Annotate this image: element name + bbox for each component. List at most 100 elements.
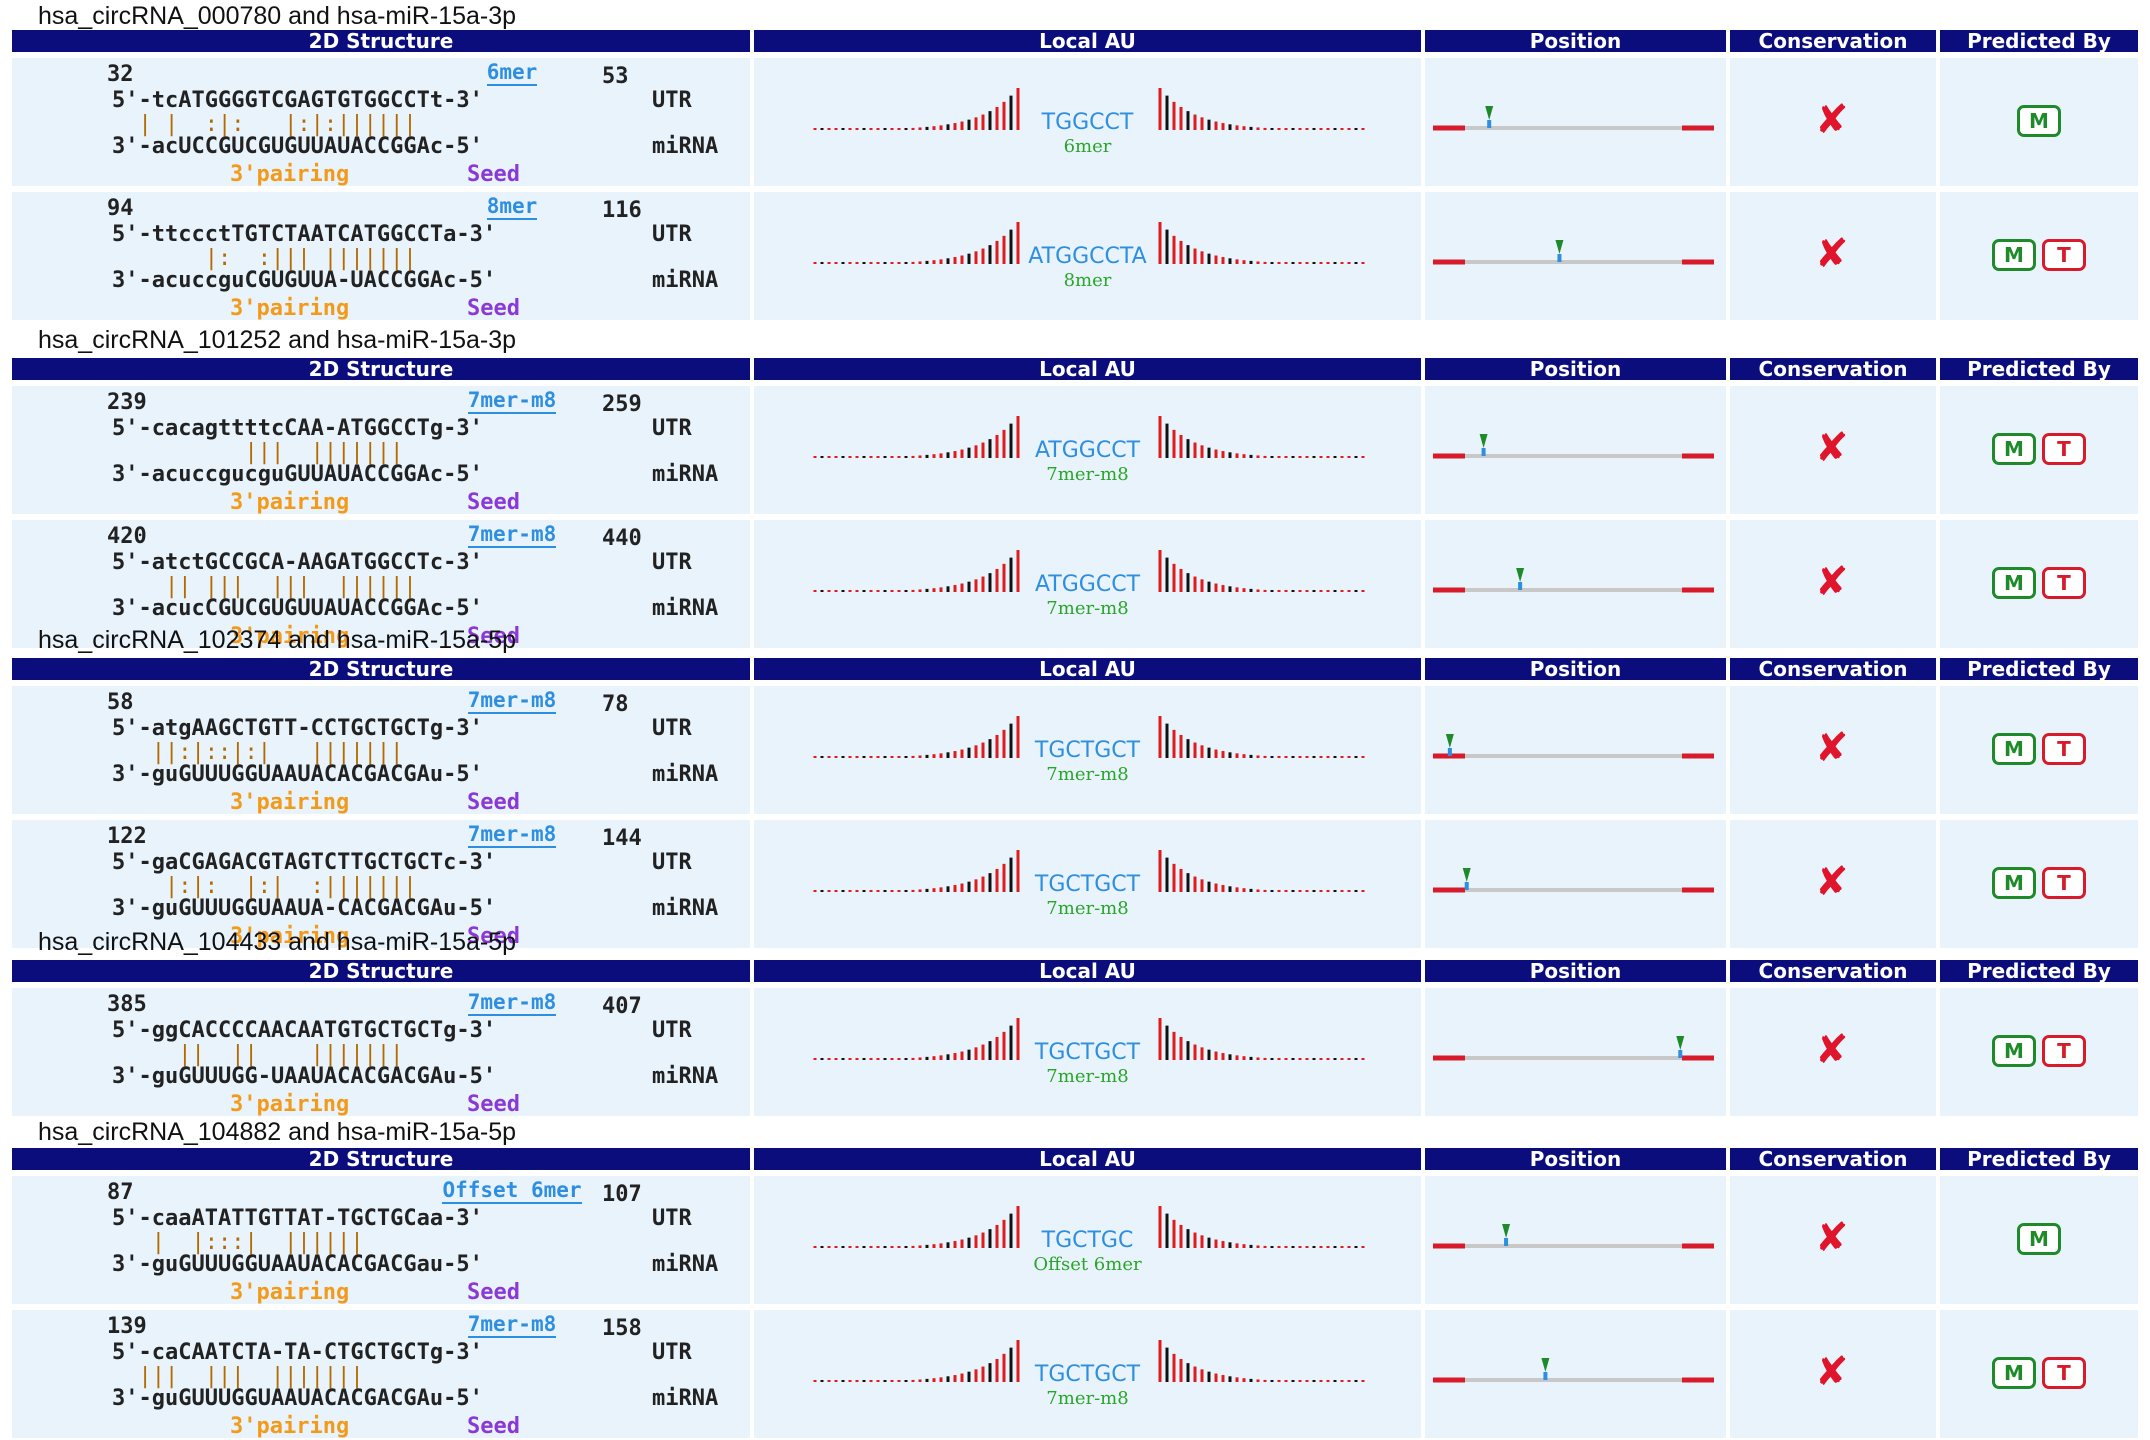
au-bar — [1172, 563, 1176, 592]
column-header-conservation: Conservation — [1730, 358, 1936, 380]
au-bar — [1340, 456, 1344, 458]
au-bar — [925, 1378, 929, 1382]
au-bar — [1312, 1246, 1316, 1248]
pairing-label: 3'pairing — [230, 790, 350, 815]
au-bar — [974, 879, 978, 892]
au-bar — [834, 456, 838, 458]
au-bar — [1298, 756, 1302, 758]
cell-position — [1425, 386, 1726, 514]
au-bar — [1207, 747, 1211, 758]
seed-label: Seed — [467, 1280, 520, 1305]
cell-structure: 122 7mer-m8 144 5'-gaCGAGACGTAGTCTTGCTGCTc-… — [12, 820, 750, 949]
au-bar — [988, 1363, 992, 1382]
column-header-local-au: Local AU — [754, 658, 1421, 680]
au-bar — [862, 262, 866, 264]
site-start: 58 — [107, 690, 134, 715]
badge-targetscan: T — [2042, 733, 2086, 765]
local-au-bars — [813, 416, 1365, 458]
au-bar — [1221, 1053, 1225, 1060]
au-bar — [988, 739, 992, 758]
au-bar — [967, 1237, 971, 1248]
badge-miranda: M — [1992, 867, 2036, 899]
au-bar — [1347, 1246, 1351, 1248]
au-bar — [1312, 262, 1316, 264]
au-bar — [946, 886, 950, 892]
au-bar — [1179, 868, 1183, 892]
au-bar — [932, 588, 936, 592]
pairing-label: 3'pairing — [230, 162, 350, 187]
au-bar — [1016, 222, 1020, 264]
local-au-site-type: 7mer-m8 — [1046, 464, 1129, 485]
seed-label: Seed — [467, 490, 520, 515]
local-au-site-type: 7mer-m8 — [1046, 1388, 1129, 1409]
au-bar — [1249, 888, 1253, 892]
mirna-sequence: 3'-guGUUUGGUAAUA-CACGACGAu-5' — [112, 896, 497, 921]
au-bar — [1242, 1378, 1246, 1382]
au-bar — [1312, 1058, 1316, 1060]
column-header-predicted-by: Predicted By — [1940, 30, 2138, 52]
au-bar — [1158, 1340, 1162, 1382]
au-bar — [1179, 240, 1183, 264]
au-bar — [1221, 751, 1225, 758]
au-bar — [862, 890, 866, 892]
au-bar — [1158, 716, 1162, 758]
au-bar — [1312, 590, 1316, 592]
mirna-sequence: 3'-acucCGUCGUGUUAUACCGGAc-5' — [112, 596, 483, 621]
local-au-site-type: 7mer-m8 — [1046, 764, 1129, 785]
au-bar — [1347, 590, 1351, 592]
result-table: 2D Structure Local AU Position Conservation… — [12, 1148, 2138, 1440]
au-bar — [1172, 863, 1176, 892]
au-bar — [1326, 262, 1330, 264]
au-bar — [1361, 456, 1365, 458]
au-bar — [1158, 550, 1162, 592]
column-header-conservation: Conservation — [1730, 30, 1936, 52]
au-bar — [1326, 590, 1330, 592]
au-bar — [897, 890, 901, 892]
au-bar — [1298, 1058, 1302, 1060]
seed-label: Seed — [467, 1092, 520, 1117]
au-bar — [827, 1380, 831, 1382]
au-bar — [820, 1380, 824, 1382]
au-bar — [918, 1057, 922, 1060]
au-bar — [897, 756, 901, 758]
au-bar — [1207, 253, 1211, 264]
au-bar — [974, 445, 978, 458]
au-bar — [1270, 590, 1274, 592]
au-bar — [1249, 454, 1253, 458]
au-bar — [1319, 262, 1323, 264]
au-bar — [862, 1246, 866, 1248]
utr-sequence: 5'-atctGCCGCA-AAGATGGCCTc-3' — [112, 550, 483, 575]
au-bar — [1214, 1239, 1218, 1248]
au-bar — [981, 576, 985, 592]
badge-targetscan: T — [2042, 867, 2086, 899]
au-bar — [1305, 1246, 1309, 1248]
cell-conservation: ✘ — [1730, 520, 1936, 648]
au-bar — [981, 876, 985, 892]
not-conserved-icon: ✘ — [1815, 859, 1849, 905]
cell-structure: 94 8mer 116 5'-ttccctTGTCTAATCATGGCCTa-3' UT… — [12, 192, 750, 321]
au-bar — [1256, 589, 1260, 592]
au-bar — [1263, 889, 1267, 892]
mirna-sequence: 3'-guGUUUGG-UAAUACACGACGAu-5' — [112, 1064, 497, 1089]
site-row: 139 7mer-m8 158 5'-caCAATCTA-TA-CTGCTGCTg-3… — [12, 1310, 2138, 1439]
column-header-position: Position — [1425, 658, 1726, 680]
au-bar — [1319, 1246, 1323, 1248]
utr-label: UTR — [652, 222, 692, 247]
column-header-position: Position — [1425, 358, 1726, 380]
au-bar — [1165, 423, 1169, 458]
au-bar — [946, 1242, 950, 1248]
position-track — [1433, 568, 1714, 593]
au-bar — [848, 756, 852, 758]
au-bar — [1284, 756, 1288, 758]
au-bar — [918, 1245, 922, 1248]
cell-position — [1425, 686, 1726, 814]
au-bar — [995, 1358, 999, 1382]
au-bar — [911, 1245, 915, 1248]
au-bar — [1193, 248, 1197, 264]
au-bar — [967, 253, 971, 264]
au-bar — [1221, 1375, 1225, 1382]
position-track — [1433, 1224, 1714, 1249]
cell-predicted-by: M — [1940, 1176, 2138, 1304]
au-bar — [813, 890, 817, 892]
